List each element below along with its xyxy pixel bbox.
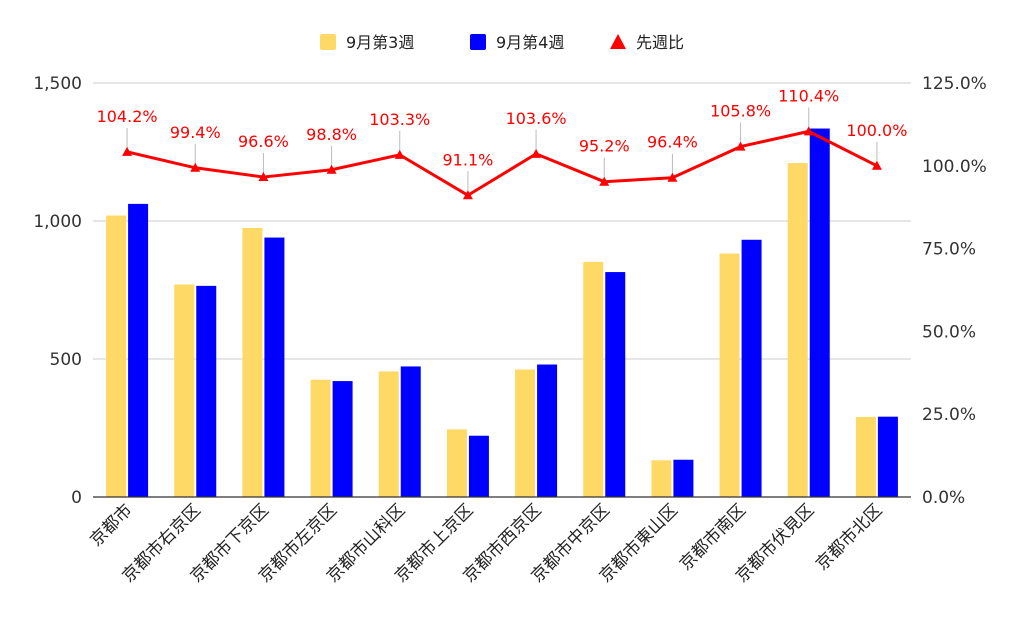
bar-week3 <box>106 215 127 498</box>
ratio-point <box>735 141 746 151</box>
ratio-data-label: 104.2% <box>97 107 158 126</box>
ratio-point <box>326 164 337 174</box>
ratio-point <box>122 146 133 156</box>
legend: 9月第3週 9月第4週 先週比 <box>320 33 684 52</box>
ratio-data-label: 98.8% <box>306 125 357 144</box>
bar-week3 <box>651 460 672 497</box>
ratio-data-label: 103.6% <box>506 109 567 128</box>
gridlines <box>93 82 911 360</box>
legend-ratio-swatch <box>610 34 626 49</box>
legend-week4-swatch <box>470 34 486 50</box>
y-right-tick-label: 125.0% <box>922 74 987 94</box>
bar-week3 <box>242 227 263 497</box>
bar-week4 <box>196 285 217 497</box>
ratio-line-layer: 104.2% 99.4% 96.6% 98.8% 103.3% 91.1% 103.6% 95… <box>97 86 907 200</box>
bar-week4 <box>400 366 421 497</box>
ratio-line <box>126 129 878 197</box>
bar-week3 <box>719 253 740 497</box>
bar-week4 <box>468 435 489 497</box>
ratio-point <box>462 190 473 200</box>
ratio-data-label: 110.4% <box>778 86 839 105</box>
bar-week4 <box>673 459 694 497</box>
bar-week4 <box>605 272 626 497</box>
ratio-data-label: 105.8% <box>710 102 771 121</box>
bar-week3 <box>446 429 467 497</box>
bar-week4 <box>332 381 353 497</box>
legend-week3-swatch <box>320 34 336 50</box>
ratio-point <box>190 162 201 172</box>
bars <box>106 128 898 498</box>
ratio-point <box>871 160 882 170</box>
y-right-tick-label: 25.0% <box>922 405 976 425</box>
ratio-data-label: 91.1% <box>443 150 494 169</box>
x-category-label: 京都市 <box>86 500 136 550</box>
ratio-data-label: 96.6% <box>238 132 289 151</box>
ratio-data-label: 96.4% <box>647 133 698 152</box>
y-left-tick-label: 1,000 <box>33 212 82 232</box>
ratio-point <box>803 126 814 136</box>
bar-week4 <box>128 203 149 497</box>
bar-week3 <box>855 416 876 497</box>
legend-week3-label: 9月第3週 <box>346 33 414 52</box>
bar-week4 <box>877 416 898 497</box>
x-category-label: 京都市南区 <box>676 500 750 574</box>
bar-week4 <box>809 128 830 498</box>
ratio-point <box>531 148 542 158</box>
ratio-point <box>394 149 405 159</box>
legend-ratio-label: 先週比 <box>636 33 684 52</box>
ratio-point <box>667 172 678 182</box>
y-right-tick-label: 50.0% <box>922 322 976 342</box>
y-left-tick-label: 0 <box>71 488 82 508</box>
bar-week3 <box>310 379 331 497</box>
x-category-label: 京都市北区 <box>812 500 886 574</box>
bar-week4 <box>264 237 285 497</box>
bar-week3 <box>583 261 604 497</box>
ratio-point <box>599 176 610 186</box>
y-left-tick-label: 1,500 <box>33 74 82 94</box>
ratio-data-label: 103.3% <box>369 110 430 129</box>
y-right-tick-label: 75.0% <box>922 240 976 260</box>
bar-week3 <box>378 371 399 497</box>
bar-week3 <box>515 369 536 497</box>
y-right-tick-label: 0.0% <box>922 488 965 508</box>
bar-week4 <box>741 239 762 497</box>
ratio-data-label: 95.2% <box>579 137 630 156</box>
bar-week3 <box>787 163 808 498</box>
bar-week3 <box>174 284 195 497</box>
y-left-tick-label: 500 <box>50 350 82 370</box>
ratio-data-label: 100.0% <box>846 121 907 140</box>
legend-week4-label: 9月第4週 <box>496 33 564 52</box>
y-right-tick-label: 100.0% <box>922 157 987 177</box>
ratio-data-label: 99.4% <box>170 123 221 142</box>
bar-week4 <box>537 364 558 497</box>
ratio-point <box>258 172 269 182</box>
